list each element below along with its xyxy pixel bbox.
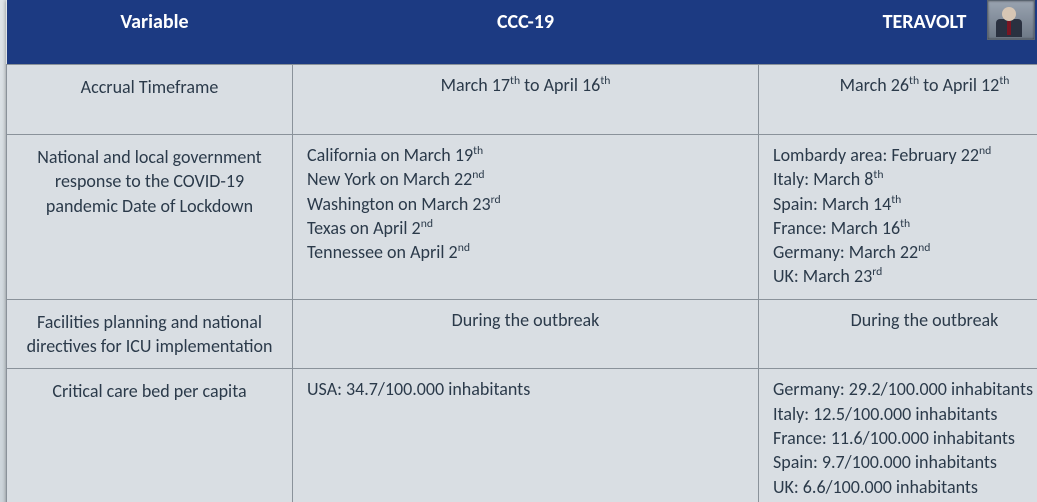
ccc19-cell: March 17th to April 16th <box>293 65 759 135</box>
slide: Variable CCC-19 TERAVOLT Accrual Timefra… <box>0 0 1037 502</box>
ccc19-cell: California on March 19thNew York on Marc… <box>293 135 759 300</box>
teravolt-cell: Germany: 29.2/100.000 inhabitantsItaly: … <box>759 369 1037 502</box>
header-variable: Variable <box>7 0 293 65</box>
teravolt-cell: March 26th to April 12th <box>759 65 1037 135</box>
variable-cell: National and local government response t… <box>7 135 293 300</box>
teravolt-cell: Lombardy area: February 22ndItaly: March… <box>759 135 1037 300</box>
ccc19-cell: USA: 34.7/100.000 inhabitants <box>293 369 759 502</box>
header-ccc19: CCC-19 <box>293 0 759 65</box>
header-row: Variable CCC-19 TERAVOLT <box>7 0 1037 65</box>
comparison-table: Variable CCC-19 TERAVOLT Accrual Timefra… <box>6 0 1037 502</box>
table-row: Accrual TimeframeMarch 17th to April 16t… <box>7 65 1037 135</box>
variable-cell: Facilities planning and national directi… <box>7 299 293 369</box>
presenter-webcam <box>987 0 1035 40</box>
variable-cell: Critical care bed per capita <box>7 369 293 502</box>
table-body: Accrual TimeframeMarch 17th to April 16t… <box>7 65 1037 502</box>
teravolt-cell: During the outbreak <box>759 299 1037 369</box>
ccc19-cell: During the outbreak <box>293 299 759 369</box>
webcam-head <box>1002 7 1016 21</box>
variable-cell: Accrual Timeframe <box>7 65 293 135</box>
table-row: Critical care bed per capitaUSA: 34.7/10… <box>7 369 1037 502</box>
table-row: National and local government response t… <box>7 135 1037 300</box>
webcam-tie <box>1007 21 1011 35</box>
table-row: Facilities planning and national directi… <box>7 299 1037 369</box>
